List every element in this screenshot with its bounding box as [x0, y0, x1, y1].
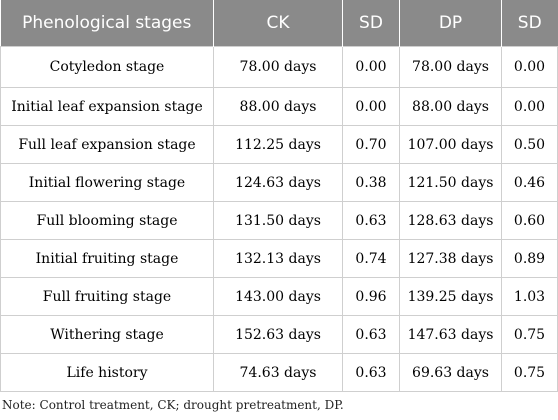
cell-sd-ck: 0.74: [342, 239, 400, 278]
cell-ck: 74.63 days: [213, 353, 343, 392]
table-note: Note: Control treatment, CK; drought pre…: [2, 398, 344, 412]
cell-dp: 128.63 days: [399, 201, 502, 240]
cell-sd-dp: 0.89: [501, 239, 558, 278]
table-row: Life history 74.63 days 0.63 69.63 days …: [0, 353, 558, 392]
cell-dp: 78.00 days: [399, 46, 502, 88]
cell-sd-ck: 0.63: [342, 353, 400, 392]
cell-stage: Withering stage: [0, 315, 214, 354]
table-row: Cotyledon stage 78.00 days 0.00 78.00 da…: [0, 46, 558, 88]
cell-ck: 152.63 days: [213, 315, 343, 354]
cell-stage: Full fruiting stage: [0, 277, 214, 316]
cell-sd-ck: 0.96: [342, 277, 400, 316]
cell-stage: Cotyledon stage: [0, 46, 214, 88]
cell-sd-dp: 0.00: [501, 87, 558, 126]
header-phenological-stages: Phenological stages: [0, 0, 214, 47]
cell-dp: 147.63 days: [399, 315, 502, 354]
cell-ck: 131.50 days: [213, 201, 343, 240]
cell-stage: Full leaf expansion stage: [0, 125, 214, 164]
cell-sd-dp: 0.75: [501, 315, 558, 354]
table-row: Withering stage 152.63 days 0.63 147.63 …: [0, 315, 558, 354]
header-row: Phenological stages CK SD DP SD: [0, 0, 558, 47]
table-row: Initial flowering stage 124.63 days 0.38…: [0, 163, 558, 202]
cell-dp: 69.63 days: [399, 353, 502, 392]
header-sd-dp: SD: [501, 0, 558, 47]
cell-sd-dp: 0.46: [501, 163, 558, 202]
cell-sd-ck: 0.63: [342, 315, 400, 354]
cell-sd-ck: 0.00: [342, 46, 400, 88]
table-row: Initial leaf expansion stage 88.00 days …: [0, 87, 558, 126]
cell-stage: Life history: [0, 353, 214, 392]
header-sd-ck: SD: [342, 0, 400, 47]
cell-ck: 132.13 days: [213, 239, 343, 278]
cell-dp: 127.38 days: [399, 239, 502, 278]
cell-sd-dp: 0.75: [501, 353, 558, 392]
cell-sd-dp: 0.60: [501, 201, 558, 240]
cell-stage: Initial flowering stage: [0, 163, 214, 202]
cell-stage: Initial leaf expansion stage: [0, 87, 214, 126]
cell-ck: 88.00 days: [213, 87, 343, 126]
cell-stage: Full blooming stage: [0, 201, 214, 240]
cell-sd-dp: 0.50: [501, 125, 558, 164]
header-ck: CK: [213, 0, 343, 47]
cell-sd-ck: 0.70: [342, 125, 400, 164]
table-row: Full fruiting stage 143.00 days 0.96 139…: [0, 277, 558, 316]
table-row: Full leaf expansion stage 112.25 days 0.…: [0, 125, 558, 164]
table-header: Phenological stages CK SD DP SD: [0, 0, 558, 47]
cell-ck: 78.00 days: [213, 46, 343, 88]
cell-sd-ck: 0.38: [342, 163, 400, 202]
cell-sd-ck: 0.63: [342, 201, 400, 240]
cell-ck: 143.00 days: [213, 277, 343, 316]
cell-sd-dp: 1.03: [501, 277, 558, 316]
cell-sd-ck: 0.00: [342, 87, 400, 126]
table-body: Cotyledon stage 78.00 days 0.00 78.00 da…: [0, 46, 558, 392]
table-row: Full blooming stage 131.50 days 0.63 128…: [0, 201, 558, 240]
phenology-table-container: Phenological stages CK SD DP SD Cotyledo…: [0, 0, 558, 392]
header-dp: DP: [399, 0, 502, 47]
cell-dp: 88.00 days: [399, 87, 502, 126]
table-row: Initial fruiting stage 132.13 days 0.74 …: [0, 239, 558, 278]
cell-sd-dp: 0.00: [501, 46, 558, 88]
cell-ck: 124.63 days: [213, 163, 343, 202]
phenology-table: Phenological stages CK SD DP SD Cotyledo…: [0, 0, 558, 392]
cell-stage: Initial fruiting stage: [0, 239, 214, 278]
cell-ck: 112.25 days: [213, 125, 343, 164]
cell-dp: 107.00 days: [399, 125, 502, 164]
cell-dp: 139.25 days: [399, 277, 502, 316]
cell-dp: 121.50 days: [399, 163, 502, 202]
